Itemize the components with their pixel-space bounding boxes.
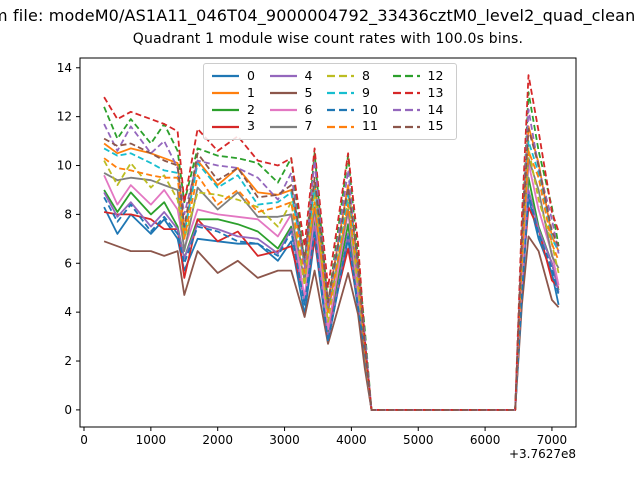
legend-label: 2 [247,101,255,117]
legend-label: 6 [304,101,313,117]
legend-entry-8: 8 [326,68,383,85]
legend-line-sample [392,108,420,111]
x-axis-offset-label: +3.7627e8 [508,447,576,461]
x-tick-label: 0 [80,433,88,447]
legend-line-sample [392,92,420,95]
y-tick-label: 8 [64,207,72,221]
legend-entry-3: 3 [211,118,261,135]
legend-label: 3 [247,118,255,134]
legend-label: 14 [427,101,444,117]
legend-label: 4 [304,68,313,84]
y-tick-label: 12 [57,110,72,124]
legend-entry-9: 9 [326,85,383,102]
x-tick-label: 1000 [136,433,167,447]
legend-entry-4: 4 [269,68,319,85]
legend-line-sample [269,108,297,111]
legend-label: 9 [362,84,370,100]
y-tick-label: 2 [64,354,72,368]
legend-line-sample [327,125,355,128]
legend-entry-15: 15 [392,118,449,135]
series-line-15 [103,127,560,411]
legend-label: 5 [304,84,313,100]
suptitle: m file: modeM0/AS1A11_046T04_9000004792_… [0,6,640,28]
legend-line-sample [327,92,355,95]
legend-entry-6: 6 [269,102,319,119]
legend-line-sample [269,92,297,95]
x-tick-label: 7000 [537,433,568,447]
x-tick-label: 4000 [336,433,367,447]
y-tick-label: 4 [64,305,72,319]
legend: 0 1 2 3 4 5 6 7 8 9 10 11 12 13 14 15 [203,63,457,140]
y-tick-label: 10 [57,159,72,173]
legend-label: 8 [362,68,370,84]
series-line-1 [103,125,560,411]
legend-entry-10: 10 [326,102,383,119]
legend-entry-11: 11 [326,118,383,135]
legend-entry-1: 1 [211,85,261,102]
legend-label: 7 [304,118,313,134]
legend-line-sample [392,75,420,78]
y-tick-label: 0 [64,403,72,417]
legend-line-sample [212,125,239,128]
legend-label: 12 [427,68,444,84]
x-tick-label: 2000 [202,433,233,447]
x-tick-label: 6000 [470,433,501,447]
legend-entry-12: 12 [392,68,449,85]
legend-label: 15 [427,118,444,134]
legend-line-sample [392,125,420,128]
axes-title: Quadrant 1 module wise count rates with … [132,31,524,47]
legend-line-sample [269,75,297,78]
legend-label: 13 [427,84,444,100]
legend-entry-2: 2 [211,102,261,119]
legend-line-sample [212,92,239,95]
legend-line-sample [212,108,239,111]
legend-label: 10 [362,101,378,117]
legend-line-sample [212,75,239,78]
x-tick-label: 3000 [269,433,300,447]
legend-label: 0 [247,68,255,84]
legend-line-sample [327,75,355,78]
series-line-14 [103,108,560,411]
legend-line-sample [327,108,355,111]
series-line-10 [103,193,560,411]
suptitle-text: m file: modeM0/AS1A11_046T04_9000004792_… [0,6,636,25]
legend-entry-14: 14 [392,102,449,119]
legend-entry-7: 7 [269,118,319,135]
legend-label: 11 [362,118,378,134]
legend-entry-0: 0 [211,68,261,85]
legend-label: 1 [247,84,255,100]
legend-entry-5: 5 [269,85,319,102]
x-tick-label: 5000 [403,433,434,447]
legend-line-sample [269,125,297,128]
legend-entry-13: 13 [392,85,449,102]
y-tick-label: 14 [57,61,72,75]
plot-border [79,57,577,428]
y-tick-label: 6 [64,256,72,270]
